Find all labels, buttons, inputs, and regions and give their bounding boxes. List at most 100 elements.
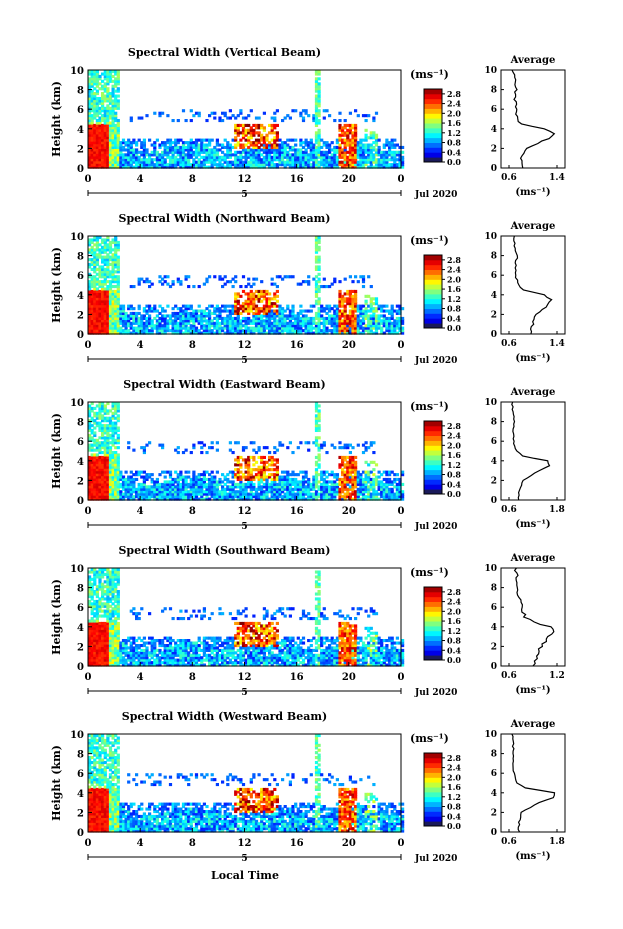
heatmap-cell <box>98 485 102 489</box>
heatmap-cell <box>377 165 381 169</box>
heatmap-cell <box>307 490 311 494</box>
heatmap-cell <box>354 158 358 162</box>
heatmap-cell <box>213 497 217 501</box>
heatmap-cell <box>317 331 321 335</box>
heatmap-cell <box>288 145 292 149</box>
heatmap-cell <box>234 463 238 467</box>
heatmap-cell <box>108 275 113 279</box>
heatmap-cell <box>140 145 144 149</box>
heatmap-cell <box>127 495 131 499</box>
heatmap-cell <box>202 475 206 479</box>
heatmap-cell <box>325 304 329 308</box>
heatmap-cell <box>116 77 120 81</box>
heatmap-cell <box>382 153 386 157</box>
heatmap-cell <box>333 163 337 167</box>
heatmap-cell <box>286 475 290 479</box>
heatmap-cell <box>348 138 352 142</box>
heatmap-cell <box>294 316 298 320</box>
heatmap-cell <box>270 158 274 162</box>
heatmap-cell <box>95 311 99 315</box>
heatmap-cell <box>135 316 139 320</box>
heatmap-cell <box>132 158 136 162</box>
heatmap-cell <box>283 470 287 474</box>
heatmap-cell <box>254 460 259 464</box>
heatmap-cell <box>338 155 342 159</box>
heatmap-cell <box>108 311 113 315</box>
heatmap-cell <box>314 299 319 303</box>
heatmap-cell <box>288 148 292 152</box>
heatmap-cell <box>234 153 238 157</box>
heatmap-cell <box>121 160 126 164</box>
heatmap-cell <box>121 329 126 333</box>
heatmap-cell <box>116 326 120 330</box>
heatmap-cell <box>385 153 389 157</box>
heatmap-cell <box>163 482 167 486</box>
heatmap-cell <box>299 480 303 484</box>
heatmap-cell <box>145 311 149 315</box>
heatmap-cell <box>351 133 355 137</box>
heatmap-cell <box>111 99 115 103</box>
heatmap-cell <box>103 238 107 242</box>
heatmap-cell <box>98 458 102 462</box>
heatmap-cell <box>283 116 287 120</box>
heatmap-cell <box>140 495 144 499</box>
heatmap-cell <box>163 158 167 162</box>
heatmap-cell <box>369 148 373 152</box>
heatmap-cell <box>364 299 368 303</box>
heatmap-cell <box>231 331 235 335</box>
heatmap-cell <box>328 490 332 494</box>
heatmap-cell <box>335 490 339 494</box>
heatmap-cell <box>273 297 277 301</box>
heatmap-cell <box>106 243 110 247</box>
heatmap-cell <box>228 487 232 491</box>
heatmap-cell <box>101 109 105 113</box>
heatmap-cell <box>132 495 136 499</box>
heatmap-cell <box>249 468 253 472</box>
heatmap-cell <box>202 329 206 333</box>
heatmap-cell <box>155 319 159 323</box>
heatmap-cell <box>101 297 105 301</box>
average-title: Average <box>510 221 556 232</box>
heatmap-cell <box>288 495 292 499</box>
heatmap-cell <box>111 329 115 333</box>
heatmap-cell <box>137 304 141 308</box>
heatmap-cell <box>140 490 144 494</box>
heatmap-cell <box>108 297 113 301</box>
heatmap-cell <box>314 424 319 428</box>
heatmap-cell <box>98 302 102 306</box>
heatmap-cell <box>252 319 256 323</box>
heatmap-cell <box>90 262 94 266</box>
heatmap-cell <box>361 145 366 149</box>
heatmap-cell <box>254 311 259 315</box>
heatmap-cell <box>163 165 167 169</box>
heatmap-cell <box>273 482 277 486</box>
heatmap-cell <box>249 480 253 484</box>
heatmap-cell <box>328 316 332 320</box>
heatmap-cell <box>286 304 290 308</box>
heatmap-cell <box>93 314 97 318</box>
heatmap-cell <box>184 326 188 330</box>
heatmap-cell <box>111 165 115 169</box>
heatmap-cell <box>299 497 303 501</box>
heatmap-cell <box>286 497 290 501</box>
heatmap-cell <box>101 79 105 83</box>
heatmap-cell <box>116 123 120 127</box>
heatmap-cell <box>163 160 167 164</box>
heatmap-cell <box>192 141 196 145</box>
heatmap-cell <box>234 155 238 159</box>
heatmap-cell <box>88 426 92 430</box>
heatmap-cell <box>322 153 326 157</box>
heatmap-cell <box>335 319 339 323</box>
heatmap-cell <box>142 158 146 162</box>
heatmap-cell <box>364 119 368 123</box>
heatmap-cell <box>132 326 136 330</box>
heatmap-cell <box>88 477 92 481</box>
heatmap-cell <box>88 428 92 432</box>
heatmap-cell <box>101 138 105 142</box>
heatmap-cell <box>101 160 105 164</box>
heatmap-cell <box>231 326 235 330</box>
heatmap-cell <box>275 123 279 127</box>
heatmap-cell <box>304 314 308 318</box>
heatmap-cell <box>374 160 379 164</box>
heatmap-cell <box>95 470 99 474</box>
